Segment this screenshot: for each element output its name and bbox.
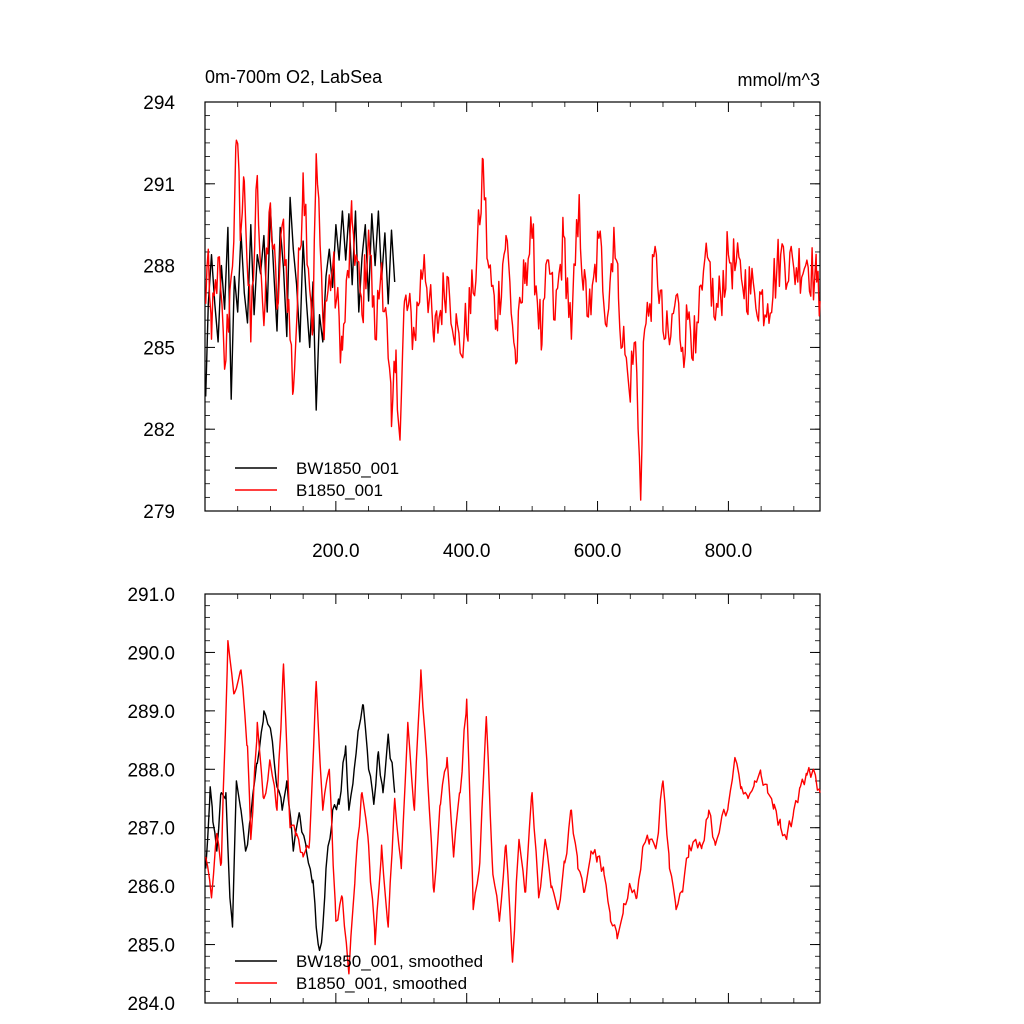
- x-tick-label: 600.0: [574, 541, 622, 562]
- y-tick-label: 294: [143, 93, 175, 114]
- top-chart-title: 0m-700m O2, LabSea: [205, 67, 383, 87]
- y-tick-label: 279: [143, 502, 175, 523]
- top-x-tick-labels: 200.0 400.0 600.0 800.0: [312, 541, 752, 562]
- series-line-bw1850-001: [205, 196, 396, 411]
- x-tick-label: 400.0: [443, 541, 491, 562]
- top-axis-ticks: [205, 101, 820, 512]
- y-tick-label: 289.0: [127, 702, 175, 723]
- legend-label-bw1850: BW1850_001: [296, 459, 399, 478]
- top-chart-panel: 0m-700m O2, LabSea mmol/m^3 279 282 285 288…: [143, 67, 821, 562]
- top-y-tick-labels: 279 282 285 288 291 294: [143, 93, 175, 523]
- bottom-axis-ticks: [205, 593, 820, 1004]
- legend-label-b1850-smoothed: B1850_001, smoothed: [296, 974, 467, 993]
- series-line-bw1850-001-smoothed: [205, 704, 396, 952]
- top-series-group: [205, 139, 821, 501]
- y-tick-label: 282: [143, 420, 175, 441]
- bottom-series-group: [205, 640, 821, 975]
- bottom-plot-frame: [204, 593, 821, 1004]
- y-tick-label: 290.0: [127, 643, 175, 664]
- legend-label-b1850: B1850_001: [296, 481, 383, 500]
- y-tick-label: 291: [143, 175, 175, 196]
- bottom-y-tick-labels: 284.0 285.0 286.0 287.0 288.0 289.0 290.0 291.0: [127, 585, 175, 1015]
- x-tick-label: 800.0: [705, 541, 753, 562]
- y-tick-label: 288.0: [127, 760, 175, 781]
- legend-label-bw1850-smoothed: BW1850_001, smoothed: [296, 952, 483, 971]
- y-tick-label: 286.0: [127, 877, 175, 898]
- x-tick-label: 200.0: [312, 541, 360, 562]
- series-line-b1850-001-smoothed: [205, 640, 821, 975]
- series-line-b1850-001: [205, 139, 821, 501]
- y-tick-label: 287.0: [127, 819, 175, 840]
- top-legend: BW1850_001 B1850_001: [235, 459, 399, 500]
- top-chart-units: mmol/m^3: [738, 70, 820, 90]
- bottom-legend: BW1850_001, smoothed B1850_001, smoothed: [235, 952, 483, 993]
- y-tick-label: 288: [143, 257, 175, 278]
- bottom-chart-panel: 284.0 285.0 286.0 287.0 288.0 289.0 290.0 291.0…: [127, 585, 821, 1015]
- y-tick-label: 285.0: [127, 936, 175, 957]
- y-tick-label: 285: [143, 338, 175, 359]
- y-tick-label: 284.0: [127, 994, 175, 1015]
- y-tick-label: 291.0: [127, 585, 175, 606]
